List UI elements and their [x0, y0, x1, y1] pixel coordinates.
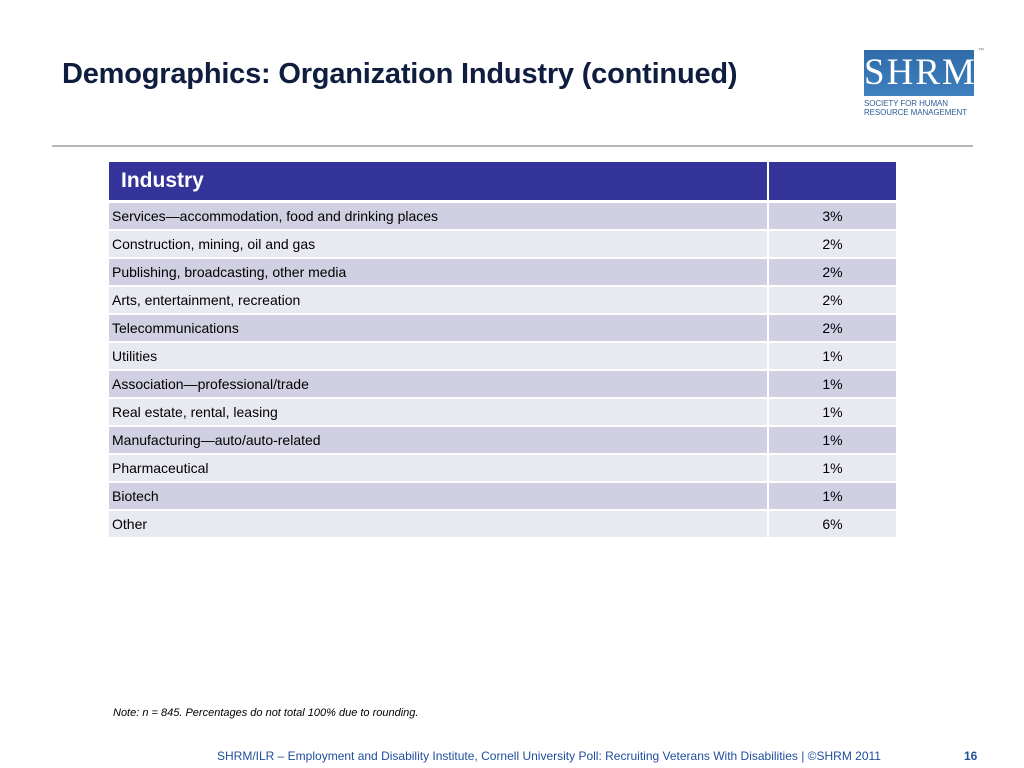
- logo-subtitle-line-2: RESOURCE MANAGEMENT: [864, 108, 967, 117]
- table-row: Construction, mining, oil and gas 2%: [109, 231, 896, 259]
- page-number: 16: [964, 749, 978, 763]
- industry-percent: 6%: [769, 511, 896, 539]
- industry-label: Publishing, broadcasting, other media: [109, 259, 769, 287]
- industry-label: Association—professional/trade: [109, 371, 769, 399]
- table-row: Utilities 1%: [109, 343, 896, 371]
- industry-label: Biotech: [109, 483, 769, 511]
- table-row: Real estate, rental, leasing 1%: [109, 399, 896, 427]
- table-row: Services—accommodation, food and drinkin…: [109, 203, 896, 231]
- industry-label: Manufacturing—auto/auto-related: [109, 427, 769, 455]
- table-header-row: Industry: [109, 162, 896, 203]
- logo-subtitle: SOCIETY FOR HUMAN RESOURCE MANAGEMENT: [864, 99, 976, 117]
- industry-percent: 2%: [769, 231, 896, 259]
- industry-column-header: Industry: [109, 162, 769, 203]
- industry-label: Real estate, rental, leasing: [109, 399, 769, 427]
- title-divider: [52, 145, 973, 147]
- industry-percent: 1%: [769, 343, 896, 371]
- table-row: Telecommunications 2%: [109, 315, 896, 343]
- footer-citation: SHRM/ILR – Employment and Disability Ins…: [217, 749, 881, 763]
- logo-wordmark: SHRM: [864, 50, 975, 96]
- industry-label: Other: [109, 511, 769, 539]
- logo-trademark: ™: [978, 48, 984, 54]
- industry-label: Services—accommodation, food and drinkin…: [109, 203, 769, 231]
- table-row: Other 6%: [109, 511, 896, 539]
- industry-label: Pharmaceutical: [109, 455, 769, 483]
- industry-label: Utilities: [109, 343, 769, 371]
- industry-percent: 1%: [769, 371, 896, 399]
- industry-percent: 1%: [769, 455, 896, 483]
- industry-table: Industry Services—accommodation, food an…: [109, 162, 896, 539]
- footnote: Note: n = 845. Percentages do not total …: [113, 707, 419, 719]
- table-row: Biotech 1%: [109, 483, 896, 511]
- table-row: Pharmaceutical 1%: [109, 455, 896, 483]
- industry-label: Arts, entertainment, recreation: [109, 287, 769, 315]
- shrm-logo: SHRM ™ SOCIETY FOR HUMAN RESOURCE MANAGE…: [864, 48, 984, 122]
- industry-percent: 2%: [769, 259, 896, 287]
- percent-column-header: [769, 162, 896, 203]
- industry-label: Telecommunications: [109, 315, 769, 343]
- table-row: Association—professional/trade 1%: [109, 371, 896, 399]
- industry-percent: 1%: [769, 399, 896, 427]
- industry-percent: 1%: [769, 427, 896, 455]
- industry-percent: 1%: [769, 483, 896, 511]
- table-row: Manufacturing—auto/auto-related 1%: [109, 427, 896, 455]
- industry-percent: 3%: [769, 203, 896, 231]
- table-row: Arts, entertainment, recreation 2%: [109, 287, 896, 315]
- industry-percent: 2%: [769, 287, 896, 315]
- industry-percent: 2%: [769, 315, 896, 343]
- page-title: Demographics: Organization Industry (con…: [62, 58, 738, 90]
- table-row: Publishing, broadcasting, other media 2%: [109, 259, 896, 287]
- logo-subtitle-line-1: SOCIETY FOR HUMAN: [864, 99, 948, 108]
- industry-label: Construction, mining, oil and gas: [109, 231, 769, 259]
